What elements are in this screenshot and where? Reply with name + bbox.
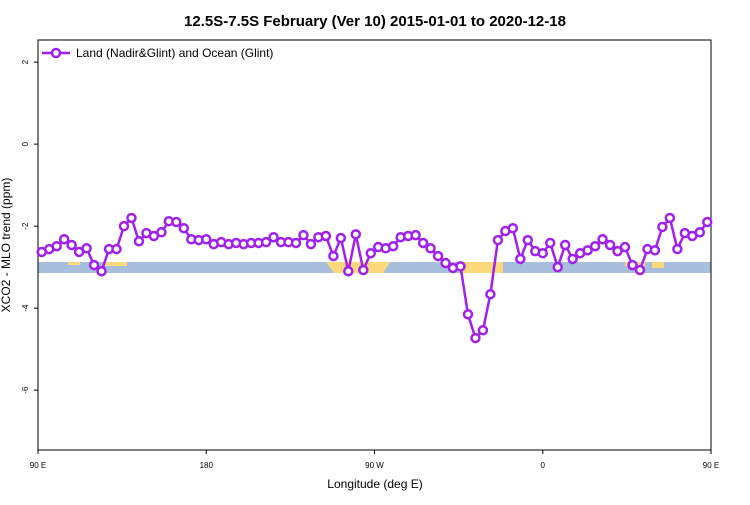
data-point — [111, 243, 122, 255]
data-point — [290, 237, 302, 249]
data-point — [126, 212, 137, 224]
x-tick-label: 180 — [200, 461, 214, 470]
data-point — [410, 229, 421, 241]
data-point — [462, 309, 474, 320]
data-point — [619, 241, 631, 253]
x-tick-label: 0 — [541, 461, 546, 470]
data-point — [305, 238, 317, 250]
data-point — [649, 245, 661, 256]
data-point — [515, 253, 526, 265]
data-point — [559, 239, 571, 251]
data-point — [171, 216, 182, 228]
data-point — [470, 332, 481, 344]
data-point — [178, 222, 190, 234]
data-point — [343, 265, 354, 277]
data-point — [298, 229, 309, 241]
data-point — [552, 261, 563, 273]
data-point — [440, 257, 451, 269]
legend: Land (Nadir&Glint) and Ocean (Glint) — [42, 46, 273, 60]
data-point — [358, 264, 369, 276]
data-point — [328, 250, 339, 262]
data-point — [96, 265, 107, 277]
land-ocean-strip — [38, 262, 711, 273]
data-point — [365, 247, 377, 259]
y-tick-label: -2 — [21, 222, 30, 230]
data-point — [672, 243, 683, 255]
data-point — [88, 259, 100, 271]
data-point — [567, 253, 578, 265]
x-tick-label: 90 E — [703, 461, 719, 470]
data-point — [589, 240, 601, 252]
data-point — [507, 222, 519, 234]
data-point — [201, 234, 212, 245]
data-point — [634, 264, 646, 276]
data-point — [432, 250, 444, 262]
data-point — [604, 239, 616, 251]
data-point — [582, 245, 593, 256]
data-point — [51, 240, 62, 252]
data-point — [387, 240, 399, 252]
chart-title: 12.5S-7.5S February (Ver 10) 2015-01-01 … — [184, 13, 566, 30]
y-tick-label: -4 — [21, 304, 30, 312]
legend-label: Land (Nadir&Glint) and Ocean (Glint) — [76, 46, 273, 60]
data-point — [694, 227, 706, 238]
data-point — [485, 288, 496, 300]
data-point — [544, 237, 556, 249]
data-point — [118, 220, 130, 232]
data-point — [268, 231, 279, 243]
data-point — [627, 259, 638, 271]
data-point — [66, 239, 77, 251]
data-point — [537, 247, 548, 259]
data-point — [477, 325, 489, 336]
x-tick-label: 90 E — [30, 461, 46, 470]
data-point — [522, 234, 534, 246]
data-point — [350, 229, 362, 240]
y-tick-label: 0 — [21, 141, 30, 146]
y-tick-label: 2 — [21, 59, 30, 64]
data-point — [702, 216, 713, 228]
data-point — [657, 221, 668, 233]
data-point — [133, 236, 145, 247]
data-point — [612, 245, 623, 257]
x-axis-label: Longitude (deg E) — [327, 477, 422, 491]
legend-marker — [50, 47, 62, 59]
data-point — [156, 227, 167, 238]
y-axis-label: XCO2 - MLO trend (ppm) — [0, 178, 13, 313]
data-point — [320, 230, 332, 242]
data-point — [455, 261, 466, 272]
data-point — [81, 243, 92, 254]
data-point — [597, 234, 608, 245]
data-point — [664, 212, 676, 224]
data-point — [492, 234, 504, 246]
data-point — [425, 243, 436, 254]
x-tick-label: 90 W — [365, 461, 384, 470]
data-point — [260, 236, 272, 248]
data-point — [335, 232, 347, 244]
data-point — [417, 237, 429, 249]
data-point — [58, 234, 70, 245]
y-tick-label: -6 — [21, 386, 30, 394]
